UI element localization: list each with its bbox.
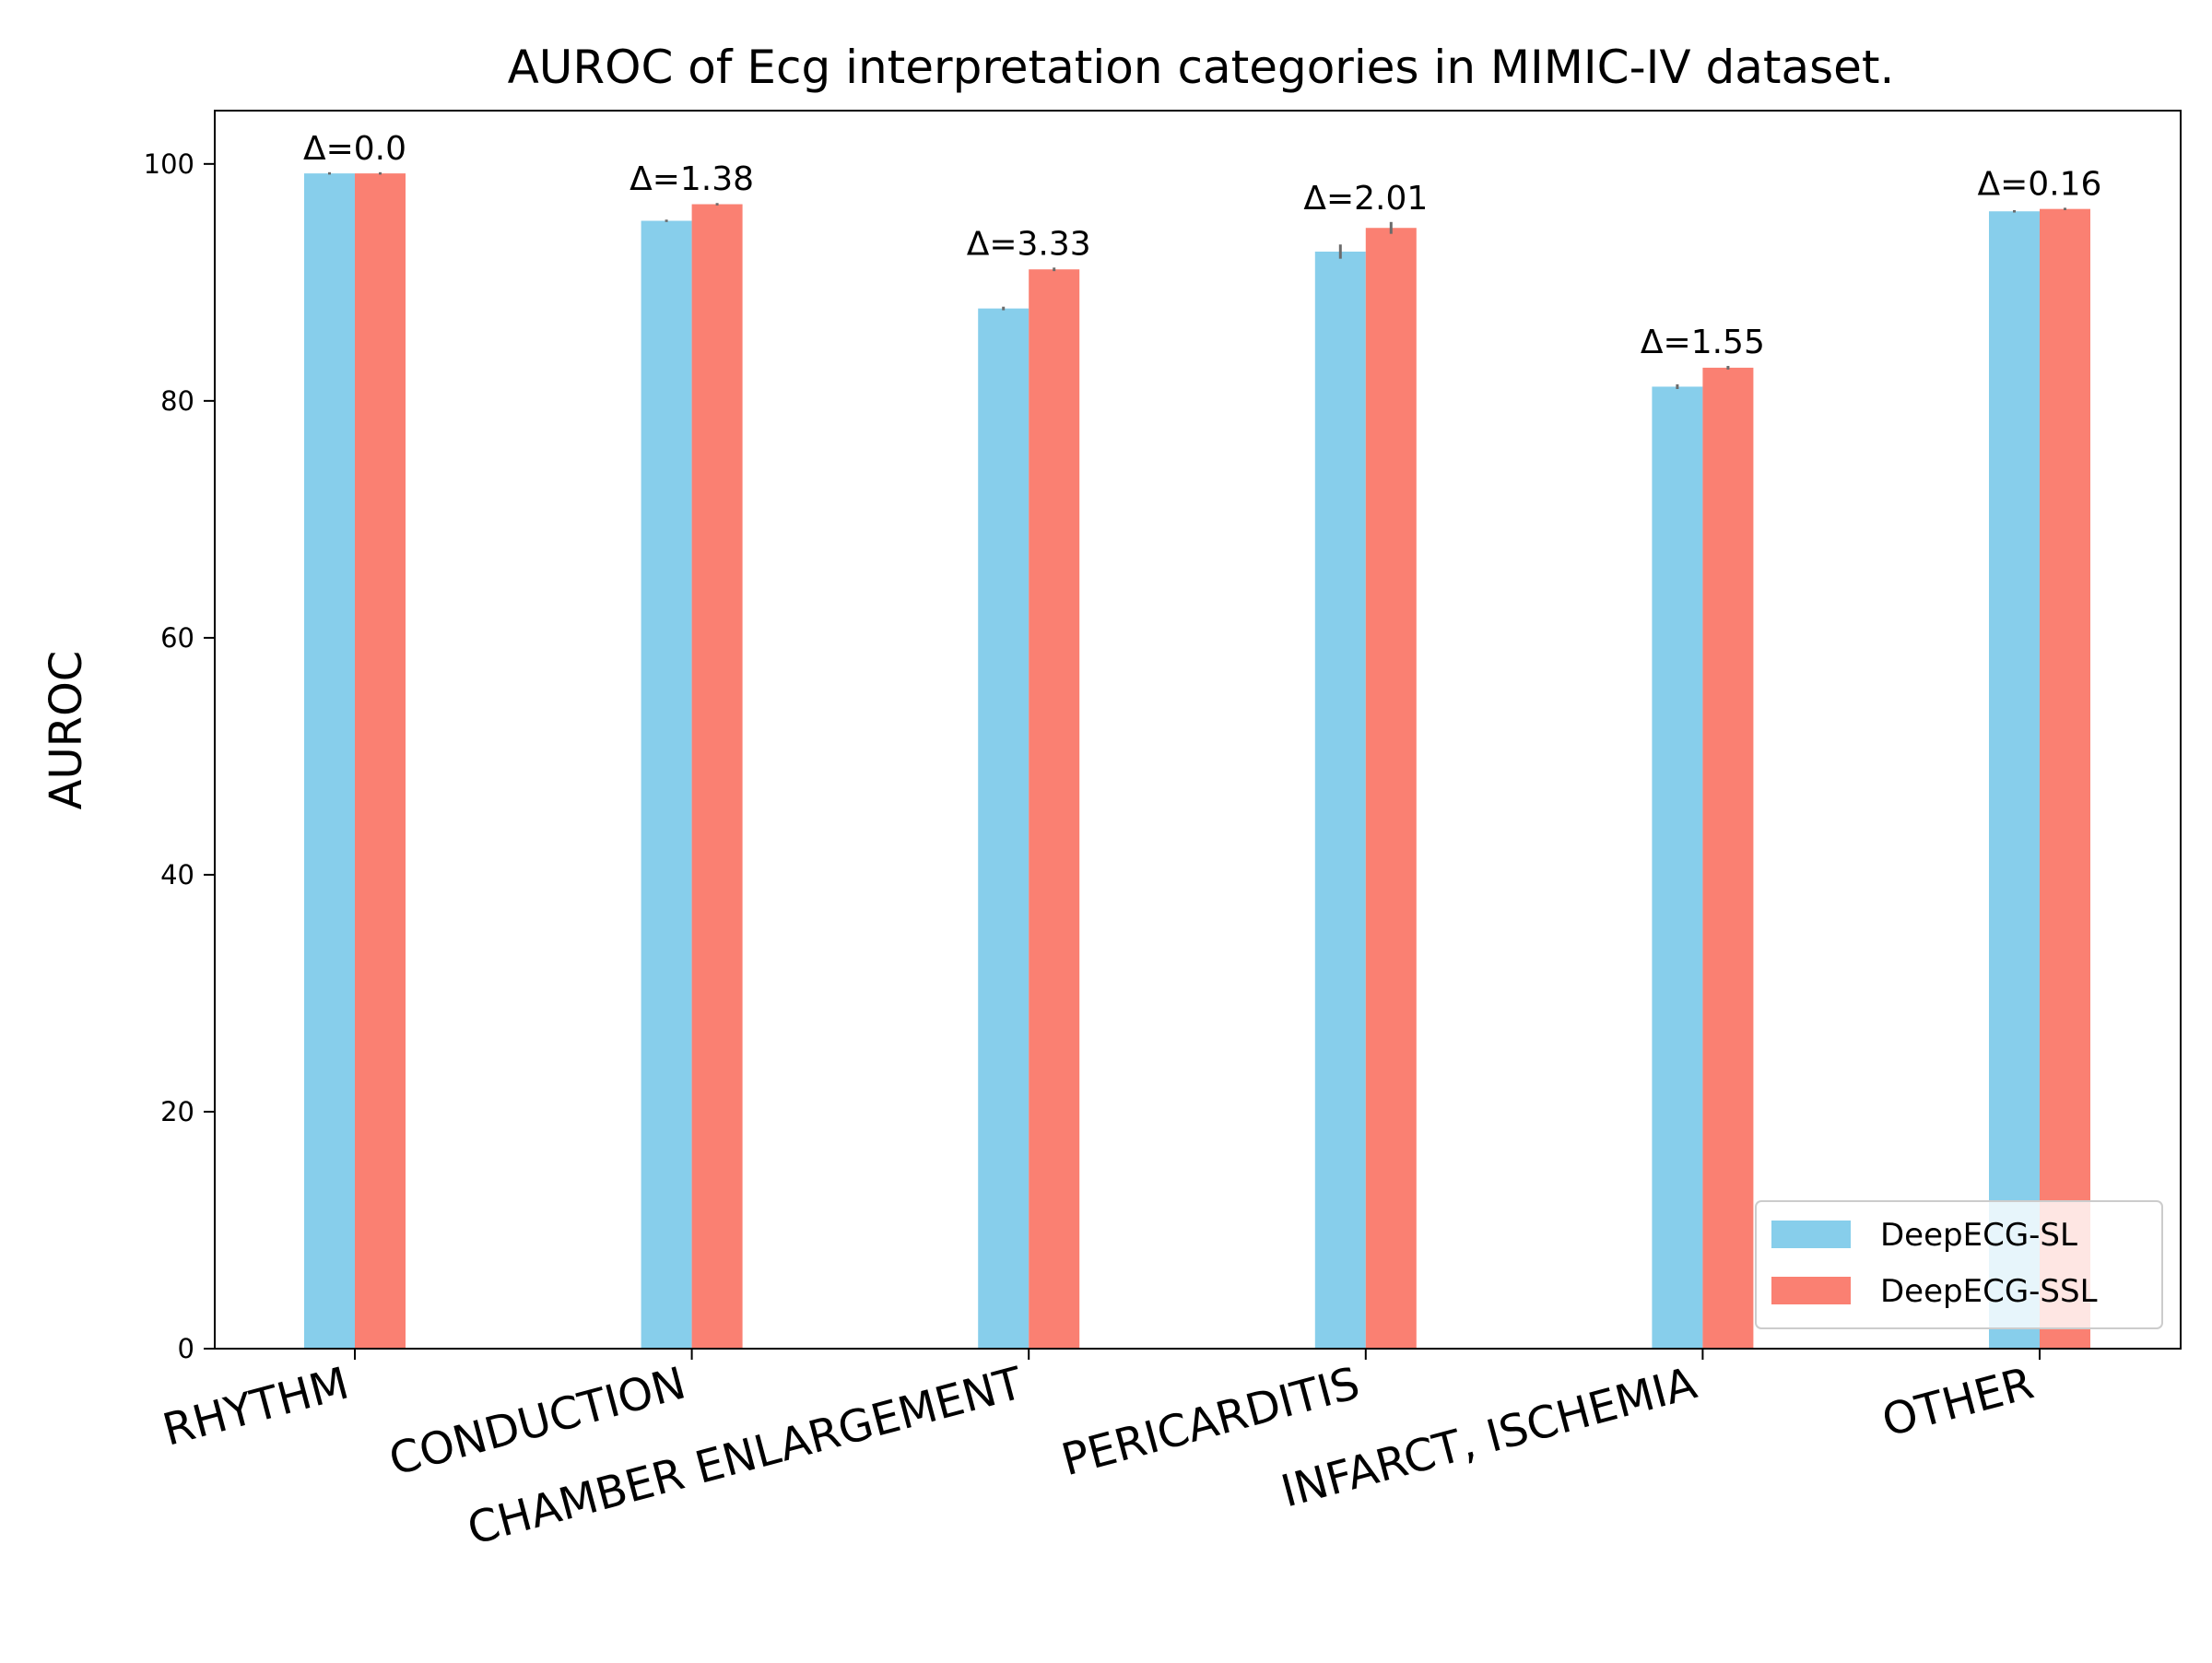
bar-deepecg-ssl-conduction: [691, 204, 743, 1350]
legend-swatch-deepecg-ssl: [1771, 1277, 1851, 1304]
legend: DeepECG-SL DeepECG-SSL: [1755, 1200, 2163, 1329]
y-axis-title: AUROC: [41, 651, 92, 810]
error-bars-layer: [328, 171, 2066, 390]
legend-swatch-deepecg-sl: [1771, 1221, 1851, 1248]
y-tick-label-0: 0: [178, 1333, 194, 1364]
delta-label-chamber-enlargement: Δ=3.33: [967, 225, 1091, 263]
delta-label-rhythm: Δ=0.0: [303, 130, 406, 168]
chart-title: AUROC of Ecg interpretation categories i…: [508, 41, 1895, 94]
delta-annotations-layer: Δ=0.0 Δ=1.38 Δ=3.33 Δ=2.01 Δ=1.55 Δ=0.16: [303, 130, 2102, 361]
bar-deepecg-sl-chamber-enlargement: [978, 308, 1030, 1350]
y-tick-label-80: 80: [160, 385, 194, 417]
delta-label-conduction: Δ=1.38: [629, 160, 754, 198]
bar-deepecg-ssl-rhythm: [355, 173, 406, 1349]
bar-deepecg-sl-infarct-ischemia: [1652, 386, 1703, 1349]
y-tick-label-40: 40: [160, 859, 194, 890]
legend-label-deepecg-sl: DeepECG-SL: [1880, 1217, 2077, 1254]
y-tick-label-60: 60: [160, 622, 194, 654]
delta-label-infarct-ischemia: Δ=1.55: [1641, 324, 1765, 361]
legend-box: [1755, 1200, 2163, 1329]
bar-deepecg-ssl-chamber-enlargement: [1029, 269, 1080, 1350]
y-tick-label-100: 100: [144, 148, 194, 180]
bar-deepecg-ssl-infarct-ischemia: [1702, 367, 1754, 1349]
bar-deepecg-sl-rhythm: [304, 173, 355, 1349]
y-tick-label-20: 20: [160, 1096, 194, 1127]
bar-deepecg-sl-pericarditis: [1314, 251, 1366, 1349]
bar-deepecg-ssl-other: [2040, 208, 2090, 1349]
bar-deepecg-sl-conduction: [641, 220, 692, 1350]
bar-deepecg-sl-other: [1989, 211, 2040, 1349]
plot-frame: [214, 110, 2182, 1350]
bar-deepecg-ssl-pericarditis: [1365, 228, 1417, 1350]
y-axis: 0 20 40 60 80 100: [144, 148, 215, 1364]
delta-label-pericarditis: Δ=2.01: [1303, 180, 1428, 218]
bars-layer: [304, 173, 2090, 1350]
delta-label-other: Δ=0.16: [1978, 165, 2102, 203]
legend-label-deepecg-ssl: DeepECG-SSL: [1880, 1273, 2098, 1310]
